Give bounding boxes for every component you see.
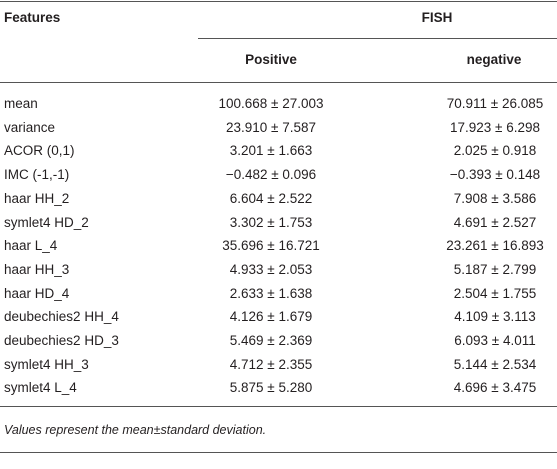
top-rule <box>0 1 557 2</box>
feature-name: haar HD_4 <box>4 285 70 301</box>
header-rule <box>0 82 557 83</box>
negative-value: 17.923 ± 6.298 <box>450 119 540 135</box>
negative-value: 5.144 ± 2.534 <box>453 356 537 372</box>
negative-value: 4.109 ± 3.113 <box>454 309 536 325</box>
feature-name: symlet4 HH_3 <box>4 356 89 372</box>
group-rule <box>198 38 557 39</box>
positive-value: 6.604 ± 2.522 <box>229 190 313 206</box>
positive-value: 35.696 ± 16.721 <box>222 238 320 254</box>
column-header: Positive <box>245 52 297 67</box>
footnote-rule <box>0 452 557 453</box>
positive-value: 4.933 ± 2.053 <box>229 261 313 277</box>
positive-value: 2.633 ± 1.638 <box>229 285 313 301</box>
positive-value: −0.482 ± 0.096 <box>225 167 317 183</box>
feature-name: haar L_4 <box>4 238 58 254</box>
column-header: negative <box>466 52 522 67</box>
footnote: Values represent the mean±standard devia… <box>4 423 267 437</box>
features-header: Features <box>4 10 61 25</box>
feature-name: haar HH_3 <box>4 261 70 277</box>
positive-value: 5.469 ± 2.369 <box>229 333 313 348</box>
feature-name: IMC (-1,-1) <box>4 167 70 183</box>
positive-value: 3.302 ± 1.753 <box>229 214 313 230</box>
negative-value: 4.696 ± 3.475 <box>453 380 537 396</box>
negative-value: 6.093 ± 4.011 <box>454 333 536 348</box>
negative-value: −0.393 ± 0.148 <box>449 167 541 183</box>
negative-value: 2.025 ± 0.918 <box>453 143 537 159</box>
group-header: FISH <box>421 10 453 25</box>
positive-value: 23.910 ± 7.587 <box>226 119 316 135</box>
feature-name: haar HH_2 <box>4 190 70 206</box>
negative-value: 2.504 ± 1.755 <box>453 285 537 301</box>
positive-value: 4.712 ± 2.355 <box>229 356 313 372</box>
positive-value: 5.875 ± 5.280 <box>229 380 313 396</box>
feature-name: mean <box>4 96 38 111</box>
feature-name: symlet4 L_4 <box>4 380 77 396</box>
negative-value: 4.691 ± 2.527 <box>453 214 537 230</box>
positive-value: 100.668 ± 27.003 <box>218 96 324 111</box>
negative-value: 70.911 ± 26.085 <box>446 96 544 111</box>
negative-value: 5.187 ± 2.799 <box>453 261 537 277</box>
positive-value: 4.126 ± 1.679 <box>229 309 313 325</box>
negative-value: 7.908 ± 3.586 <box>453 190 537 206</box>
feature-name: deubechies2 HH_4 <box>4 309 119 325</box>
feature-name: ACOR (0,1) <box>4 143 75 159</box>
feature-name: deubechies2 HD_3 <box>4 333 119 348</box>
feature-name: symlet4 HD_2 <box>4 214 89 230</box>
feature-name: variance <box>4 119 56 135</box>
bottom-rule <box>0 406 557 407</box>
positive-value: 3.201 ± 1.663 <box>229 143 313 159</box>
negative-value: 23.261 ± 16.893 <box>446 238 544 254</box>
